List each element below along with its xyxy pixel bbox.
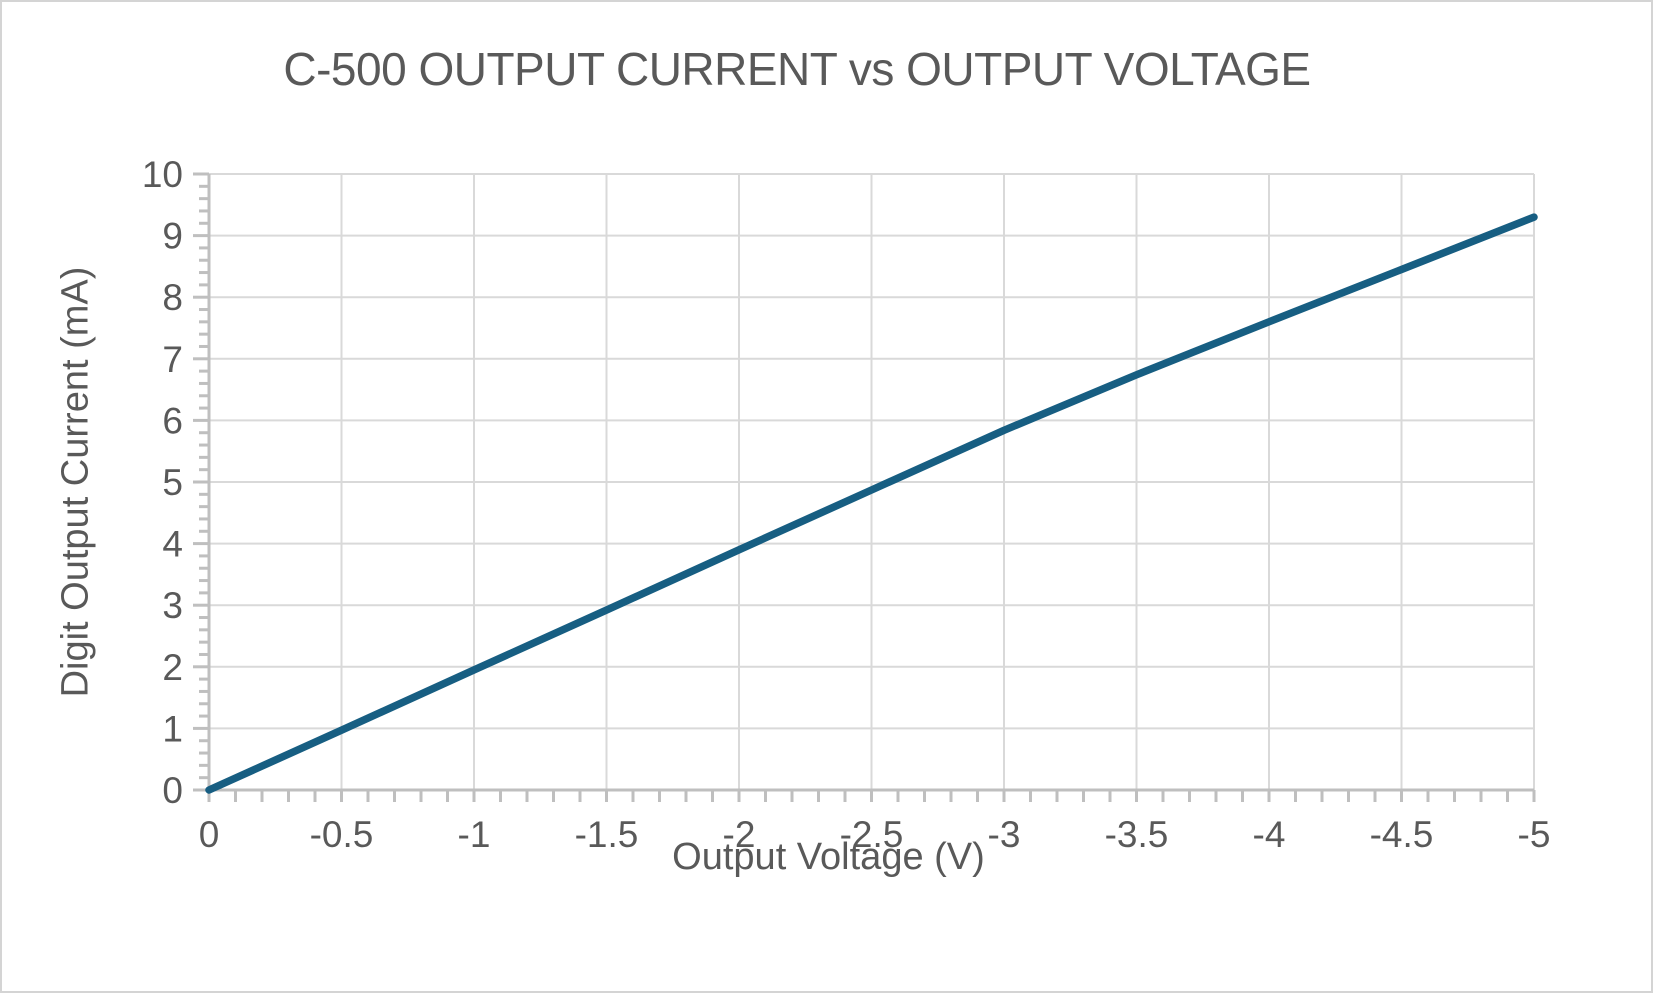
x-tick-label: -2 [723, 814, 756, 855]
x-tick-label: -4.5 [1370, 814, 1434, 855]
y-tick-label: 4 [162, 524, 183, 565]
x-tick-label: -4 [1253, 814, 1286, 855]
x-tick-label: -3.5 [1105, 814, 1169, 855]
x-tick-label: -1 [458, 814, 491, 855]
y-tick-label: 9 [162, 216, 183, 257]
y-tick-label: 5 [162, 462, 183, 503]
y-tick-label: 2 [162, 647, 183, 688]
y-tick-label: 3 [162, 585, 183, 626]
x-tick-label: -3 [988, 814, 1021, 855]
chart-title: C-500 OUTPUT CURRENT vs OUTPUT VOLTAGE [283, 43, 1311, 95]
x-tick-label: -1.5 [575, 814, 639, 855]
y-tick-label: 7 [162, 339, 183, 380]
y-tick-label: 6 [162, 400, 183, 441]
x-tick-label: -0.5 [310, 814, 374, 855]
y-tick-label: 1 [162, 708, 183, 749]
y-tick-label: 0 [162, 770, 183, 811]
series-line [205, 213, 1538, 794]
x-tick-label: 0 [199, 814, 220, 855]
x-tick-label: -2.5 [840, 814, 904, 855]
x-axis-title: Output Voltage (V) [672, 836, 985, 878]
x-tick-label: -5 [1518, 814, 1551, 855]
y-tick-label: 10 [142, 154, 183, 195]
y-tick-label: 8 [162, 277, 183, 318]
